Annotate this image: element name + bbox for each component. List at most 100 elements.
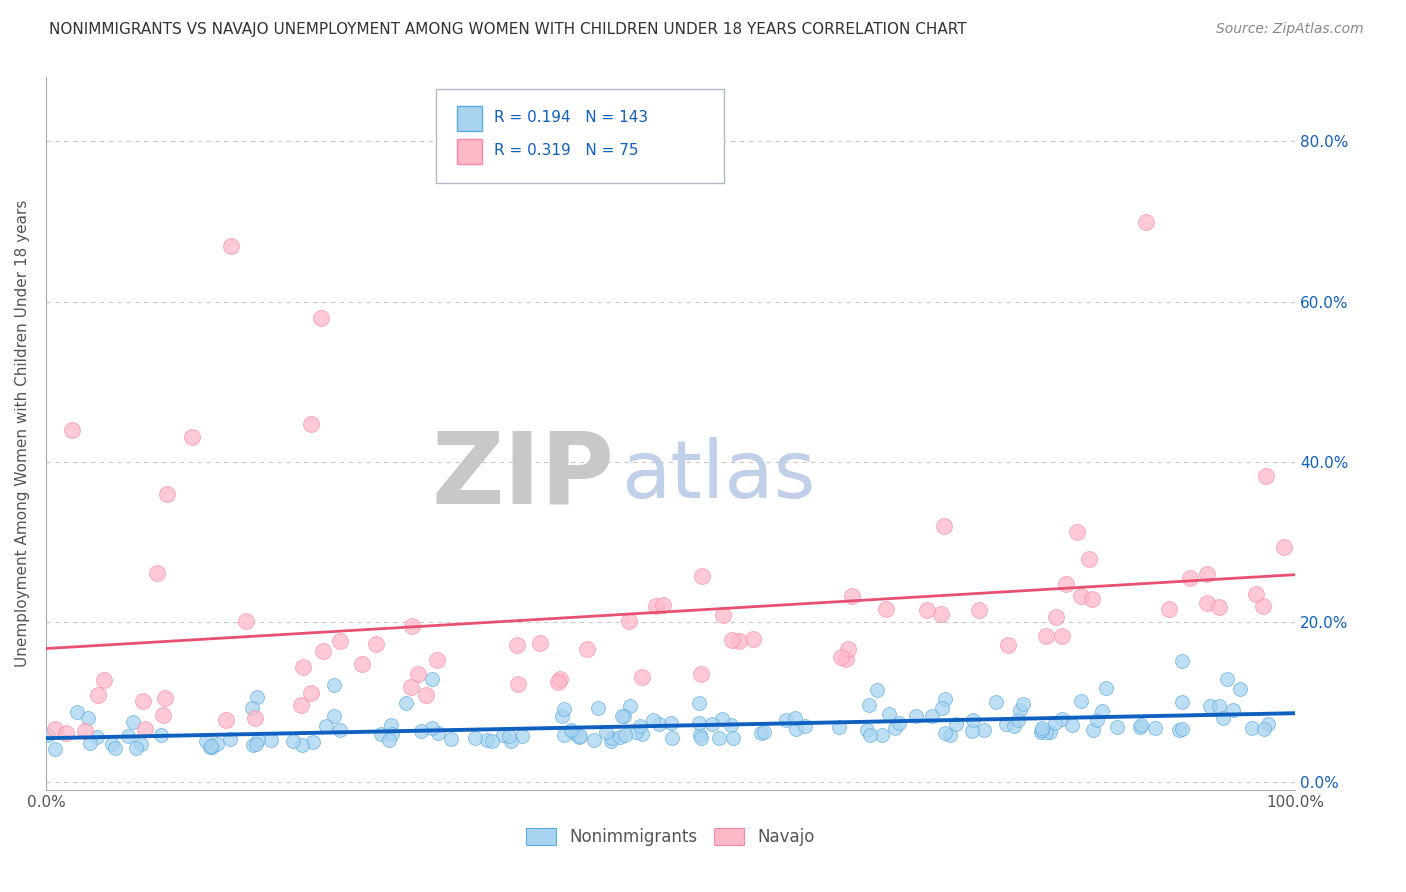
Point [245,711,267,725]
Point [240,701,263,715]
Point [1129,720,1152,734]
Point [889,715,911,730]
Point [1272,540,1295,554]
Point [464,731,486,745]
Point [1171,654,1194,668]
Legend: Nonimmigrants, Navajo: Nonimmigrants, Navajo [520,822,821,853]
Point [153,690,176,705]
Point [329,723,352,737]
Point [1007,713,1029,727]
Point [1012,697,1035,711]
Point [150,728,173,742]
Point [562,725,585,739]
Point [415,688,437,702]
Point [420,672,443,686]
Point [1035,629,1057,643]
Point [934,726,956,740]
Point [1167,723,1189,737]
Point [134,722,156,736]
Point [600,731,623,746]
Point [690,731,713,746]
Point [711,712,734,726]
Point [312,643,335,657]
Text: Source: ZipAtlas.com: Source: ZipAtlas.com [1216,22,1364,37]
Point [785,722,807,736]
Point [219,239,242,253]
Point [967,603,990,617]
Point [721,731,744,746]
Point [648,717,671,731]
Point [475,732,498,747]
Point [960,724,983,739]
Point [856,723,879,738]
Point [309,310,332,325]
Point [1039,724,1062,739]
Point [659,715,682,730]
Point [1081,723,1104,738]
Point [242,738,264,752]
Point [613,728,636,742]
Point [1029,725,1052,739]
Point [997,638,1019,652]
Point [510,730,533,744]
Point [707,731,730,746]
Point [1254,468,1277,483]
Point [841,589,863,603]
Point [77,710,100,724]
Point [301,734,323,748]
Point [641,713,664,727]
Point [411,723,433,738]
Point [1212,711,1234,725]
Point [93,673,115,687]
Point [440,732,463,747]
Point [380,727,402,741]
Point [529,635,551,649]
Point [1050,629,1073,643]
Point [501,734,523,748]
Point [104,741,127,756]
Point [932,518,955,533]
Point [1251,599,1274,613]
Point [727,633,749,648]
Point [132,694,155,708]
Point [1240,721,1263,735]
Point [1135,214,1157,228]
Point [291,739,314,753]
Point [1253,723,1275,737]
Point [973,723,995,738]
Point [195,734,218,748]
Point [290,698,312,712]
Point [215,713,238,727]
Point [939,728,962,742]
Point [1050,712,1073,726]
Point [934,692,956,706]
Point [688,696,710,710]
Point [1070,590,1092,604]
Point [75,723,97,738]
Point [1054,576,1077,591]
Point [322,709,344,723]
Point [246,733,269,747]
Point [401,618,423,632]
Point [794,719,817,733]
Point [1070,694,1092,708]
Point [883,721,905,735]
Point [904,709,927,723]
Point [1195,566,1218,581]
Point [751,726,773,740]
Point [775,713,797,727]
Point [630,670,652,684]
Point [299,417,322,431]
Point [1195,596,1218,610]
Point [1143,721,1166,735]
Point [1157,602,1180,616]
Point [929,607,952,622]
Point [877,707,900,722]
Point [575,642,598,657]
Point [506,677,529,691]
Point [198,739,221,754]
Point [498,729,520,743]
Point [690,667,713,681]
Point [690,569,713,583]
Point [1208,599,1230,614]
